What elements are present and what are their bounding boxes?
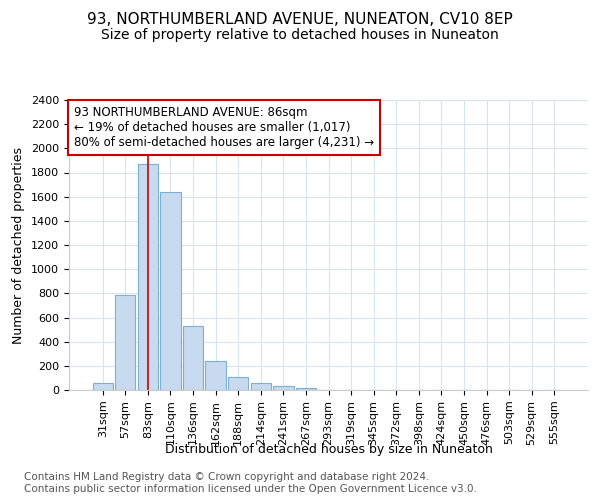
Bar: [273, 386, 293, 390]
Bar: [115, 294, 136, 390]
Bar: [228, 376, 248, 390]
Text: Distribution of detached houses by size in Nuneaton: Distribution of detached houses by size …: [165, 442, 493, 456]
Bar: [138, 164, 158, 390]
Text: Size of property relative to detached houses in Nuneaton: Size of property relative to detached ho…: [101, 28, 499, 42]
Bar: [160, 192, 181, 390]
Bar: [296, 388, 316, 390]
Bar: [92, 384, 113, 390]
Text: 93 NORTHUMBERLAND AVENUE: 86sqm
← 19% of detached houses are smaller (1,017)
80%: 93 NORTHUMBERLAND AVENUE: 86sqm ← 19% of…: [74, 106, 374, 149]
Bar: [183, 326, 203, 390]
Text: 93, NORTHUMBERLAND AVENUE, NUNEATON, CV10 8EP: 93, NORTHUMBERLAND AVENUE, NUNEATON, CV1…: [87, 12, 513, 28]
Text: Contains HM Land Registry data © Crown copyright and database right 2024.: Contains HM Land Registry data © Crown c…: [24, 472, 430, 482]
Text: Contains public sector information licensed under the Open Government Licence v3: Contains public sector information licen…: [24, 484, 477, 494]
Y-axis label: Number of detached properties: Number of detached properties: [13, 146, 25, 344]
Bar: [205, 361, 226, 390]
Bar: [251, 383, 271, 390]
